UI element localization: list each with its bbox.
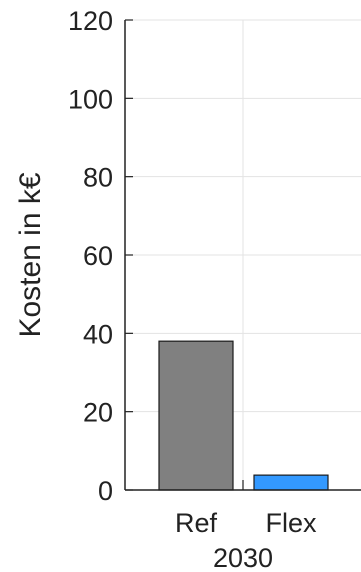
bar-ref: [158, 340, 234, 491]
y-tick-label: 0: [98, 476, 113, 506]
category-label-flex: Flex: [265, 508, 317, 538]
grid-lines: [125, 19, 361, 490]
group-label: 2030: [213, 543, 273, 572]
y-tick-label: 60: [83, 241, 113, 271]
category-labels: Ref Flex: [175, 508, 317, 538]
category-label-ref: Ref: [175, 508, 218, 538]
bar-flex: [253, 474, 329, 491]
y-tick-label: 80: [83, 163, 113, 193]
y-tick-label: 20: [83, 398, 113, 428]
y-tick-label: 100: [68, 84, 113, 114]
y-axis-title: Kosten in k€: [14, 172, 47, 337]
y-ticks: 0 20 40 60 80 100 120: [68, 6, 133, 506]
y-tick-label: 40: [83, 319, 113, 349]
y-tick-label: 120: [68, 6, 113, 36]
